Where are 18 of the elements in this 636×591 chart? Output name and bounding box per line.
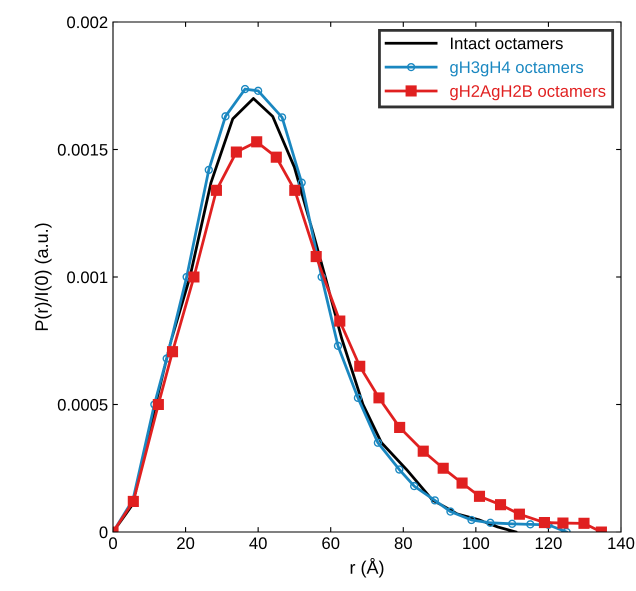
y-tick-label: 0.0005 (58, 398, 108, 411)
x-axis-title: r (Å) (350, 558, 384, 578)
x-tick-label: 120 (536, 537, 562, 550)
x-tick-label: 0 (109, 537, 117, 550)
y-tick-label: 0 (100, 526, 108, 538)
x-tick-label: 100 (463, 537, 490, 550)
x-tick-label: 40 (249, 537, 267, 550)
x-tick-label: 80 (394, 537, 412, 550)
y-tick-label: 0.001 (67, 271, 108, 284)
x-tick-label: 60 (322, 537, 340, 550)
legend-label: gH3gH4 octamers (450, 61, 584, 76)
x-tick-label: 20 (177, 537, 194, 550)
y-tick-label: 0.002 (67, 16, 108, 28)
x-tick-label: 140 (608, 537, 634, 550)
y-axis-title: P(r)/I(0) (a.u.) (34, 223, 52, 330)
legend-label: gH2AgH2B octamers (450, 85, 606, 100)
y-tick-label: 0.0015 (58, 144, 108, 156)
legend-label: Intact octamers (450, 38, 563, 50)
